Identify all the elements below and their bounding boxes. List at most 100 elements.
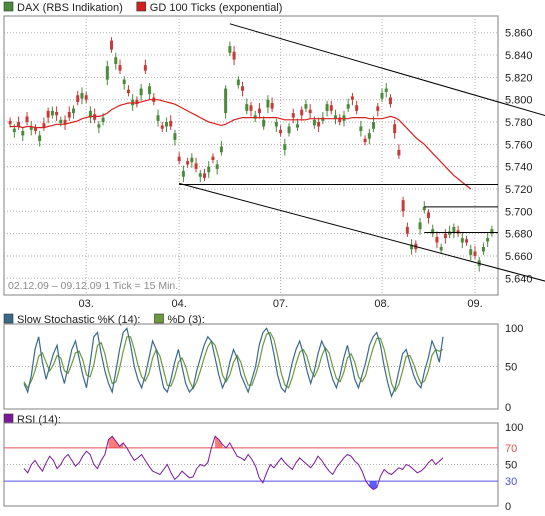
candle-body xyxy=(84,95,88,100)
legend-label: RSI (14): xyxy=(17,414,61,426)
panel-frame xyxy=(3,15,499,296)
x-tick-label: 04. xyxy=(172,298,187,310)
candle-body xyxy=(76,95,80,102)
candle-body xyxy=(46,110,50,118)
candle-body xyxy=(372,122,376,129)
candle-body xyxy=(422,206,426,211)
candle-body xyxy=(169,120,173,127)
y-tick-label: 50 xyxy=(505,362,517,374)
candle-body xyxy=(50,110,54,116)
y-tick-label: 5.800 xyxy=(505,95,533,107)
candle-body xyxy=(405,226,409,234)
y-tick-label: 30 xyxy=(505,476,517,488)
candle-body xyxy=(110,40,114,50)
candle-body xyxy=(465,239,469,243)
legend-label: GD 100 Ticks (exponential) xyxy=(150,2,283,14)
legend-label: DAX (RBS Indikation) xyxy=(17,2,123,14)
candle-body xyxy=(346,104,350,109)
rsi-line xyxy=(23,435,444,490)
candle-body xyxy=(481,247,485,252)
candle-body xyxy=(350,96,354,100)
candle-body xyxy=(126,89,130,94)
candle-body xyxy=(338,117,342,123)
candle-body xyxy=(359,126,363,131)
candle-body xyxy=(329,105,333,111)
candle-body xyxy=(367,133,371,139)
candle-body xyxy=(452,226,456,233)
y-tick-label: 50 xyxy=(505,460,517,472)
candle-body xyxy=(160,125,164,129)
candle-body xyxy=(105,66,109,80)
stochastic-panel: Slow Stochastic %K (14): %D (3): 100 50 0 xyxy=(3,313,523,414)
candle-body xyxy=(55,111,59,116)
candle-body xyxy=(291,113,295,118)
candle-body xyxy=(380,93,384,99)
candle-body xyxy=(63,119,67,125)
candle-body xyxy=(232,51,236,60)
candle-body xyxy=(401,200,405,212)
candle-body xyxy=(38,135,42,141)
candle-body xyxy=(135,99,139,105)
candle-body xyxy=(393,124,397,134)
candle-body xyxy=(448,231,452,235)
candle-body xyxy=(317,122,321,127)
stochastic-d-line xyxy=(23,331,444,393)
candle-body xyxy=(473,251,477,256)
candle-body xyxy=(334,115,338,119)
candle-body xyxy=(164,122,168,127)
y-tick-label: 5.780 xyxy=(505,117,533,129)
candle-body xyxy=(279,129,283,134)
candle-body xyxy=(101,117,105,123)
candle-body xyxy=(33,127,37,131)
candle-body xyxy=(207,166,211,173)
candle-body xyxy=(67,111,71,118)
candle-body xyxy=(388,97,392,105)
candle-body xyxy=(156,115,160,121)
candle-body xyxy=(312,119,316,126)
trend-line xyxy=(179,182,545,282)
candle-body xyxy=(203,173,207,178)
y-tick-label: 70 xyxy=(505,443,517,455)
candle-body xyxy=(241,86,245,91)
candle-body xyxy=(439,247,443,251)
candle-body xyxy=(148,86,152,95)
legend-swatch xyxy=(136,1,147,12)
candle-body xyxy=(42,123,46,128)
y-tick-label: 5.700 xyxy=(505,206,533,218)
candle-body xyxy=(25,116,29,123)
candle-body xyxy=(363,138,367,143)
candle-body xyxy=(194,163,198,169)
candle-body xyxy=(80,93,84,99)
x-tick-label: 08. xyxy=(374,298,389,310)
candle-body xyxy=(270,103,274,109)
candle-body xyxy=(274,122,278,127)
candle-body xyxy=(283,144,287,150)
legend-swatch xyxy=(154,313,164,324)
candle-body xyxy=(236,79,240,86)
candle-body xyxy=(198,173,202,177)
y-tick-label: 5.640 xyxy=(505,273,533,285)
candle-body xyxy=(143,65,147,71)
candle-body xyxy=(308,109,312,114)
y-tick-label: 0 xyxy=(505,501,511,513)
candle-body xyxy=(355,105,359,111)
y-tick-label: 100 xyxy=(505,422,523,434)
candle-body xyxy=(228,46,232,53)
candle-body xyxy=(486,238,490,242)
x-tick-label: 03. xyxy=(79,298,94,310)
y-tick-label: 5.820 xyxy=(505,72,533,84)
candle-body xyxy=(257,108,261,114)
candle-body xyxy=(177,156,181,162)
candle-body xyxy=(376,106,380,111)
candle-body xyxy=(17,122,21,127)
rsi-panel: RSI (14): 100 70 50 30 0 xyxy=(3,413,523,513)
candle-body xyxy=(173,133,177,140)
legend-swatch xyxy=(3,1,14,12)
candle-body xyxy=(8,120,12,125)
y-tick-label: 5.660 xyxy=(505,251,533,263)
candle-body xyxy=(21,130,25,136)
y-tick-label: 5.760 xyxy=(505,139,533,151)
stochastic-k-line xyxy=(23,327,444,399)
legend-swatch xyxy=(3,413,14,424)
